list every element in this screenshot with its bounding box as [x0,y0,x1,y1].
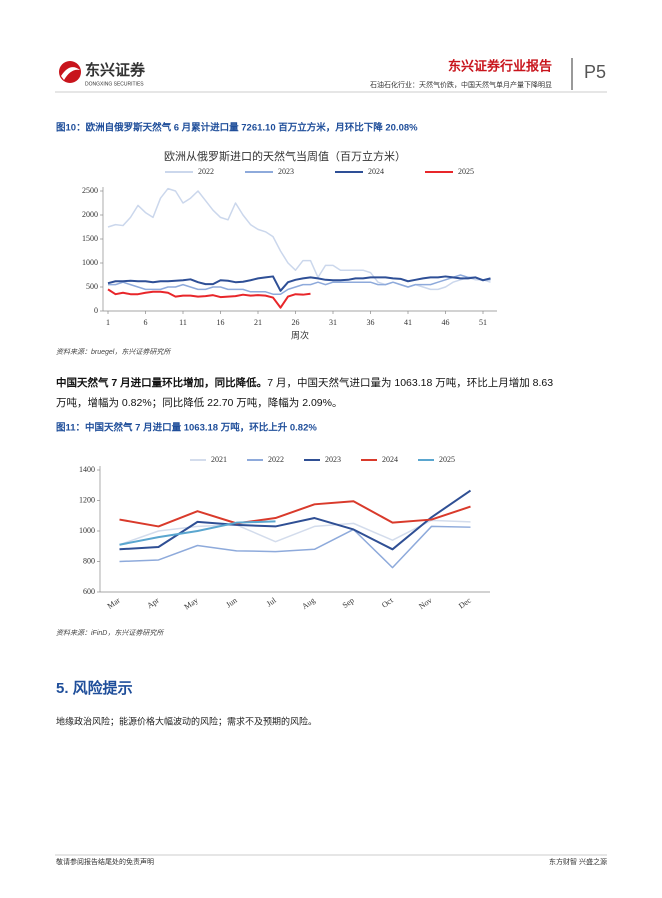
report-name: 东兴证券行业报告 [448,58,552,73]
x-tick-label: Nov [417,596,433,611]
x-tick-label: Mar [106,596,122,611]
x-tick-label: 31 [329,318,337,327]
x-tick-label: Jul [265,595,278,608]
series-line [119,525,471,569]
y-tick-label: 1000 [79,526,95,535]
paragraph-lead: 中国天然气 7 月进口量环比增加，同比降低。 [56,376,267,389]
legend-label: 2025 [439,455,455,464]
y-tick-label: 1000 [82,258,98,267]
chart-title: 欧洲从俄罗斯进口的天然气当周值（百万立方米） [164,149,406,163]
x-tick-label: Oct [380,595,395,609]
y-tick-label: 0 [94,306,98,315]
x-tick-label: Dec [457,596,473,611]
y-tick-label: 1400 [79,465,95,474]
footer-left: 敬请参阅报告结尾处的免责声明 [56,857,154,866]
legend-label: 2024 [368,167,384,176]
series-line [119,520,276,546]
series-line [119,519,471,546]
y-tick-label: 800 [83,556,95,565]
x-tick-label: 1 [106,318,110,327]
x-tick-label: Aug [300,596,316,611]
logo-text: 东兴证券 [85,61,146,79]
y-tick-label: 2000 [82,210,98,219]
x-tick-label: 21 [254,318,262,327]
series-line [107,288,311,309]
x-tick-label: Sep [341,596,356,610]
logo-swoosh [61,67,80,80]
logo-en: DONGXING SECURITIES [85,81,144,87]
paragraph-text: 7 月，中国天然气进口量为 1063.18 万吨，环比上月增加 8.63 [267,376,553,389]
y-tick-label: 600 [83,587,95,596]
legend-label: 2022 [198,167,214,176]
legend-label: 2021 [211,455,227,464]
legend-label: 2023 [278,167,294,176]
x-tick-label: Jun [224,596,238,610]
figure-caption: 图11：中国天然气 7 月进口量 1063.18 万吨，环比上升 0.82% [56,422,317,434]
paragraph: 中国天然气 7 月进口量环比增加，同比降低。7 月，中国天然气进口量为 1063… [56,376,553,389]
y-tick-label: 1500 [82,234,98,243]
figure-source: 资料来源：bruegel，东兴证券研究所 [56,348,171,356]
series-line [108,274,491,295]
x-tick-label: 41 [404,318,412,327]
footer-right: 东方财智 兴盛之源 [549,857,607,866]
series-line [107,187,491,291]
y-tick-label: 1200 [79,495,95,504]
y-tick-label: 500 [86,282,98,291]
header-subtitle: 石油石化行业：天然气价跌，中国天然气单月产量下降明显 [370,80,552,89]
x-tick-label: May [183,596,200,612]
x-tick-label: 26 [292,318,300,327]
section-text: 地缘政治风险；能源价格大幅波动的风险；需求不及预期的风险。 [56,715,317,726]
x-tick-label: 6 [144,318,148,327]
legend-label: 2023 [325,455,341,464]
x-tick-label: 16 [217,318,225,327]
x-tick-label: Apr [145,596,161,611]
paragraph-text: 万吨，增幅为 0.82%；同比降低 22.70 万吨，降幅为 2.09%。 [56,396,343,409]
x-tick-label: 46 [442,318,450,327]
page-number: P5 [584,62,606,82]
x-tick-label: 51 [479,318,487,327]
series-line [107,275,491,292]
legend-label: 2024 [382,455,398,464]
legend-label: 2025 [458,167,474,176]
x-axis-label: 周次 [291,329,309,340]
x-tick-label: 11 [179,318,187,327]
figure-caption: 图10：欧洲自俄罗斯天然气 6 月累计进口量 7261.10 百万立方米，月环比… [56,122,418,134]
series-line [119,500,471,528]
y-tick-label: 2500 [82,186,98,195]
figure-source: 资料来源：iFinD，东兴证券研究所 [56,629,164,637]
x-tick-label: 36 [367,318,375,327]
legend-label: 2022 [268,455,284,464]
section-heading: 5. 风险提示 [56,679,133,697]
